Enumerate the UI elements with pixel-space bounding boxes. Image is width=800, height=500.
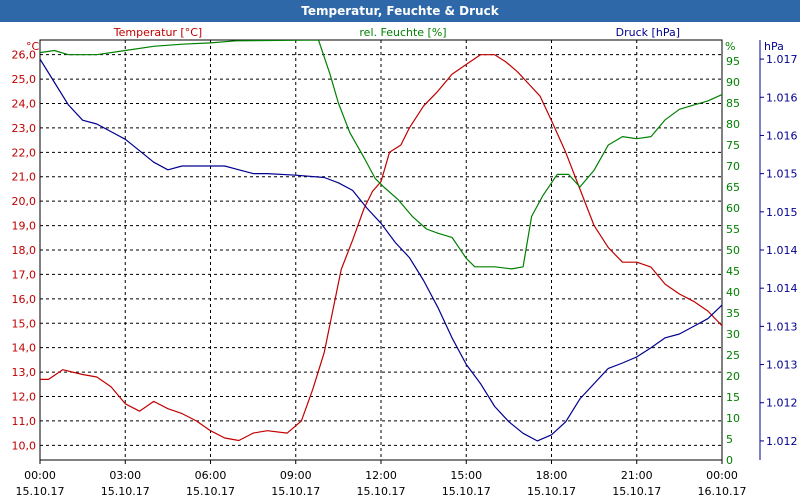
date-tick-label: 16.10.17 xyxy=(698,485,747,498)
pressure-tick-label: 1.014 xyxy=(766,282,798,295)
series-lines xyxy=(40,40,722,442)
humidity-tick-label: 45 xyxy=(726,265,740,278)
pressure-axis: 1.012 1.012 1.013 1.013 1.014 1.014 1.015 1.015… xyxy=(759,40,798,460)
time-tick-label: 03:00 xyxy=(109,469,141,482)
temperature-tick-label: 25,0 xyxy=(12,73,37,86)
temperature-tick-label: 26,0 xyxy=(12,49,37,62)
temperature-tick-label: 14,0 xyxy=(12,342,37,355)
series-line-humidity xyxy=(40,40,722,270)
chart-grid xyxy=(40,40,722,460)
humidity-tick-label: 25 xyxy=(726,349,740,362)
window-title: Temperatur, Feuchte & Druck xyxy=(301,4,499,18)
temperature-tick-label: 19,0 xyxy=(12,220,37,233)
humidity-axis-label: rel. Feuchte [%] xyxy=(359,26,446,39)
date-tick-label: 15.10.17 xyxy=(101,485,150,498)
temperature-tick-label: 21,0 xyxy=(12,171,37,184)
pressure-tick-label: 1.012 xyxy=(766,435,798,448)
date-tick-label: 15.10.17 xyxy=(612,485,661,498)
date-tick-label: 15.10.17 xyxy=(186,485,235,498)
humidity-tick-label: 0 xyxy=(726,454,733,467)
pressure-tick-label: 1.016 xyxy=(766,129,798,142)
date-tick-label: 15.10.17 xyxy=(357,485,406,498)
pressure-tick-label: 1.014 xyxy=(766,244,798,257)
temperature-tick-label: 16,0 xyxy=(12,293,37,306)
temperature-tick-label: 11,0 xyxy=(12,415,37,428)
pressure-axis-label: Druck [hPa] xyxy=(616,26,680,39)
date-tick-label: 15.10.17 xyxy=(271,485,320,498)
date-tick-label: 15.10.17 xyxy=(442,485,491,498)
humidity-tick-label: 75 xyxy=(726,139,740,152)
time-tick-label: 21:00 xyxy=(621,469,653,482)
time-tick-label: 06:00 xyxy=(195,469,227,482)
humidity-axis: 0 5 10 15 20 25 30 35 40 45 50 55 60 65 70 75 80 85 90 95 xyxy=(726,55,740,467)
temperature-tick-label: 23,0 xyxy=(12,122,37,135)
axis-labels: Temperatur [°C] rel. Feuchte [%] Druck [… xyxy=(26,26,784,53)
humidity-tick-label: 10 xyxy=(726,412,740,425)
temperature-tick-label: 12,0 xyxy=(12,391,37,404)
temperature-tick-label: 22,0 xyxy=(12,146,37,159)
date-tick-label: 15.10.17 xyxy=(16,485,65,498)
humidity-tick-label: 60 xyxy=(726,202,740,215)
humidity-tick-label: 80 xyxy=(726,118,740,131)
pressure-tick-label: 1.012 xyxy=(766,397,798,410)
pressure-tick-label: 1.016 xyxy=(766,91,798,104)
humidity-tick-label: 65 xyxy=(726,181,740,194)
pressure-tick-label: 1.015 xyxy=(766,206,798,219)
time-tick-label: 00:00 xyxy=(24,469,56,482)
pressure-tick-label: 1.017 xyxy=(766,53,798,66)
humidity-tick-label: 15 xyxy=(726,391,740,404)
humidity-tick-label: 40 xyxy=(726,286,740,299)
time-tick-label: 09:00 xyxy=(280,469,312,482)
humidity-tick-label: 35 xyxy=(726,307,740,320)
time-tick-label: 12:00 xyxy=(365,469,397,482)
date-tick-label: 15.10.17 xyxy=(527,485,576,498)
pressure-tick-label: 1.013 xyxy=(766,320,798,333)
time-tick-label: 00:00 xyxy=(706,469,738,482)
window-title-bar: Temperatur, Feuchte & Druck xyxy=(0,0,800,22)
temperature-unit-label: °C xyxy=(26,40,40,53)
humidity-tick-label: 50 xyxy=(726,244,740,257)
temperature-tick-label: 20,0 xyxy=(12,195,37,208)
pressure-unit-label: hPa xyxy=(764,40,784,53)
humidity-tick-label: 70 xyxy=(726,160,740,173)
humidity-tick-label: 20 xyxy=(726,370,740,383)
series-line-temperature xyxy=(40,54,722,442)
humidity-unit-label: % xyxy=(725,40,735,53)
humidity-tick-label: 95 xyxy=(726,55,740,68)
time-tick-label: 15:00 xyxy=(450,469,482,482)
temperature-tick-label: 13,0 xyxy=(12,366,37,379)
time-axis: 00:00 15.10.17 03:00 15.10.17 06:00 15.10.17 0… xyxy=(16,460,747,498)
series-line-pressure xyxy=(40,58,722,442)
humidity-tick-label: 85 xyxy=(726,97,740,110)
pressure-tick-label: 1.015 xyxy=(766,168,798,181)
humidity-tick-label: 5 xyxy=(726,433,733,446)
temperature-axis: 10,0 11,0 12,0 13,0 14,0 15,0 16,0 17,0 18,0 19,0… xyxy=(12,49,37,453)
temperature-tick-label: 24,0 xyxy=(12,97,37,110)
temperature-tick-label: 17,0 xyxy=(12,268,37,281)
humidity-tick-label: 55 xyxy=(726,223,740,236)
temperature-tick-label: 10,0 xyxy=(12,439,37,452)
temperature-tick-label: 15,0 xyxy=(12,317,37,330)
temperature-axis-label: Temperatur [°C] xyxy=(113,26,202,39)
pressure-tick-label: 1.013 xyxy=(766,359,798,372)
time-tick-label: 18:00 xyxy=(536,469,568,482)
humidity-tick-label: 90 xyxy=(726,76,740,89)
humidity-tick-label: 30 xyxy=(726,328,740,341)
temperature-tick-label: 18,0 xyxy=(12,244,37,257)
